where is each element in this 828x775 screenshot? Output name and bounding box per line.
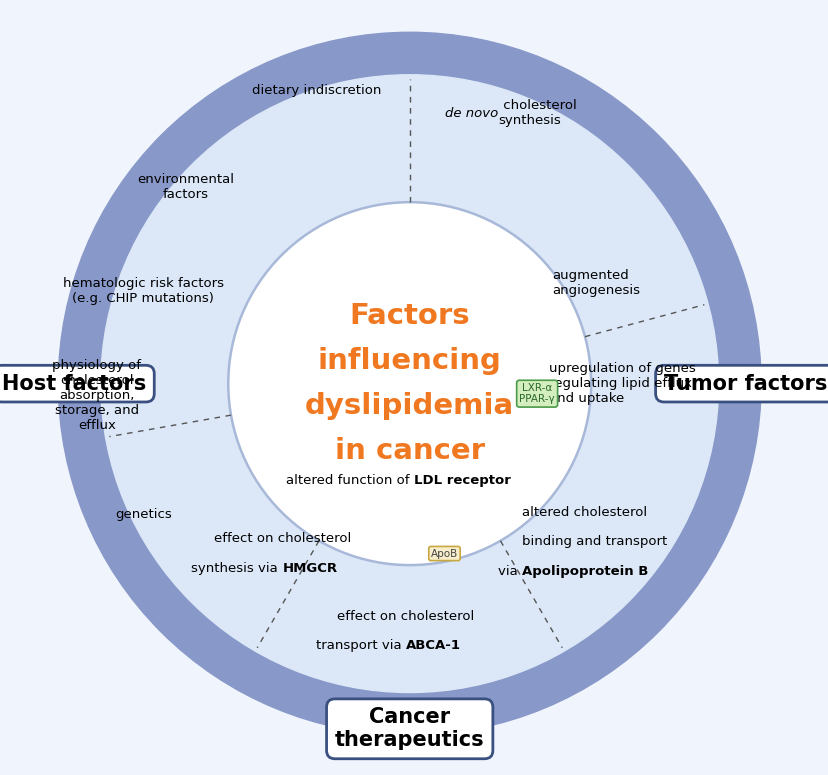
Text: effect on cholesterol: effect on cholesterol	[337, 610, 474, 622]
Text: environmental
factors: environmental factors	[137, 173, 234, 201]
Text: binding and transport: binding and transport	[521, 536, 667, 549]
Text: upregulation of genes
regulating lipid efflux
and uptake: upregulation of genes regulating lipid e…	[548, 362, 695, 405]
Circle shape	[58, 33, 760, 735]
Text: LDL receptor: LDL receptor	[413, 474, 510, 487]
Text: via: via	[497, 565, 521, 578]
Text: Cancer
therapeutics: Cancer therapeutics	[335, 708, 484, 750]
Text: de novo: de novo	[445, 107, 498, 120]
Text: ABCA-1: ABCA-1	[406, 639, 460, 652]
Text: dyslipidemia: dyslipidemia	[305, 392, 513, 420]
Text: physiology of
cholesterol
absorption,
storage, and
efflux: physiology of cholesterol absorption, st…	[52, 359, 142, 432]
Text: altered cholesterol: altered cholesterol	[521, 506, 646, 519]
Text: Host factors: Host factors	[2, 374, 146, 394]
Text: LXR-α
PPAR-γ: LXR-α PPAR-γ	[518, 383, 554, 405]
Text: in cancer: in cancer	[335, 437, 484, 465]
Text: altered function of: altered function of	[286, 474, 413, 487]
Text: hematologic risk factors
(e.g. CHIP mutations): hematologic risk factors (e.g. CHIP muta…	[63, 277, 224, 305]
Text: ApoB: ApoB	[431, 549, 458, 559]
Text: transport via: transport via	[315, 639, 406, 652]
Text: Tumor factors: Tumor factors	[663, 374, 826, 394]
Text: Factors: Factors	[349, 302, 469, 330]
Text: genetics: genetics	[115, 508, 171, 522]
Circle shape	[101, 74, 718, 693]
Text: dietary indiscretion: dietary indiscretion	[252, 84, 381, 97]
Text: augmented
angiogenesis: augmented angiogenesis	[552, 269, 640, 298]
Text: Apolipoprotein B: Apolipoprotein B	[521, 565, 647, 578]
Text: effect on cholesterol: effect on cholesterol	[214, 532, 350, 546]
Text: synthesis via: synthesis via	[191, 562, 282, 575]
Text: cholesterol
synthesis: cholesterol synthesis	[498, 99, 575, 127]
Circle shape	[228, 202, 590, 565]
Text: influencing: influencing	[317, 347, 501, 375]
Text: HMGCR: HMGCR	[282, 562, 337, 575]
